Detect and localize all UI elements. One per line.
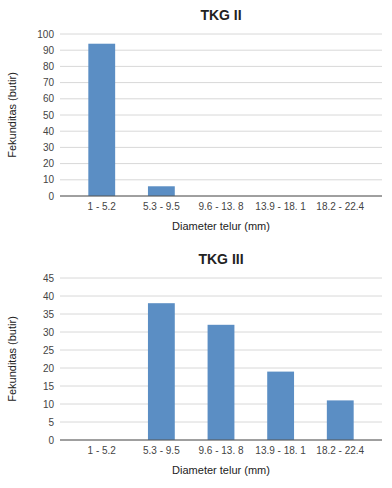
chart-canvas: TKG II01020304050607080901001 - 5.25.3 -…: [0, 0, 392, 488]
y-tick-label: 35: [43, 309, 55, 320]
y-tick-label: 50: [43, 110, 55, 121]
y-tick-label: 20: [43, 158, 55, 169]
y-tick-label: 30: [43, 142, 55, 153]
x-tick-label: 13.9 - 18. 1: [255, 201, 306, 212]
y-tick-label: 0: [48, 191, 54, 202]
page: {"chart_data": [ {"type": "bar", "title"…: [0, 0, 392, 488]
x-tick-label: 18.2 - 22.4: [316, 201, 364, 212]
x-tick-label: 5.3 - 9.5: [143, 201, 180, 212]
y-tick-label: 10: [43, 174, 55, 185]
x-tick-label: 9.6 - 13. 8: [198, 201, 243, 212]
grid-line: [60, 278, 382, 279]
x-tick-label: 1 - 5.2: [88, 445, 117, 456]
x-axis-label: Diameter telur (mm): [172, 464, 270, 476]
x-tick-label: 13.9 - 18. 1: [255, 445, 306, 456]
y-tick-label: 70: [43, 77, 55, 88]
grid-line: [60, 34, 382, 35]
chart-title: TKG II: [200, 7, 241, 23]
bar: [267, 372, 294, 440]
y-tick-label: 90: [43, 45, 55, 56]
panel: TKG II 0 10 20 30 40 50 60 70 80 90 100 1 - 5.2 5.3 -…: [6, 7, 382, 232]
y-tick-label: 40: [43, 126, 55, 137]
x-tick-label: 18.2 - 22.4: [316, 445, 364, 456]
x-axis-line: [60, 440, 382, 441]
y-tick-label: 25: [43, 345, 55, 356]
grid-line: [60, 314, 382, 315]
y-tick-label: 45: [43, 273, 55, 284]
bar: [148, 186, 175, 196]
y-tick-label: 80: [43, 61, 55, 72]
y-tick-label: 60: [43, 93, 55, 104]
y-axis-label: Fekunditas (butir): [6, 316, 18, 402]
bar: [327, 400, 354, 440]
y-tick-label: 10: [43, 399, 55, 410]
y-tick-label: 0: [48, 435, 54, 446]
y-tick-label: 100: [37, 29, 54, 40]
y-tick-label: 30: [43, 327, 55, 338]
grid-line: [60, 440, 382, 441]
bars: [88, 44, 174, 196]
bars: [148, 303, 354, 440]
chart-title: TKG III: [198, 251, 243, 267]
y-axis-label: Fekunditas (butir): [6, 72, 18, 158]
x-axis-label: Diameter telur (mm): [172, 220, 270, 232]
y-tick-label: 5: [48, 417, 54, 428]
bar: [88, 44, 115, 196]
bar: [148, 303, 175, 440]
x-tick-label: 9.6 - 13. 8: [198, 445, 243, 456]
x-tick-label: 5.3 - 9.5: [143, 445, 180, 456]
grid-line: [60, 196, 382, 197]
panel: TKG III 0 5 10 15 20 25 30 35 40 45 1 - 5.2 5.3 - 9.…: [6, 251, 382, 476]
y-tick-label: 20: [43, 363, 55, 374]
y-tick-label: 40: [43, 291, 55, 302]
x-axis-line: [60, 196, 382, 197]
x-tick-label: 1 - 5.2: [88, 201, 117, 212]
y-tick-label: 15: [43, 381, 55, 392]
bar: [208, 325, 235, 440]
grid-line: [60, 296, 382, 297]
